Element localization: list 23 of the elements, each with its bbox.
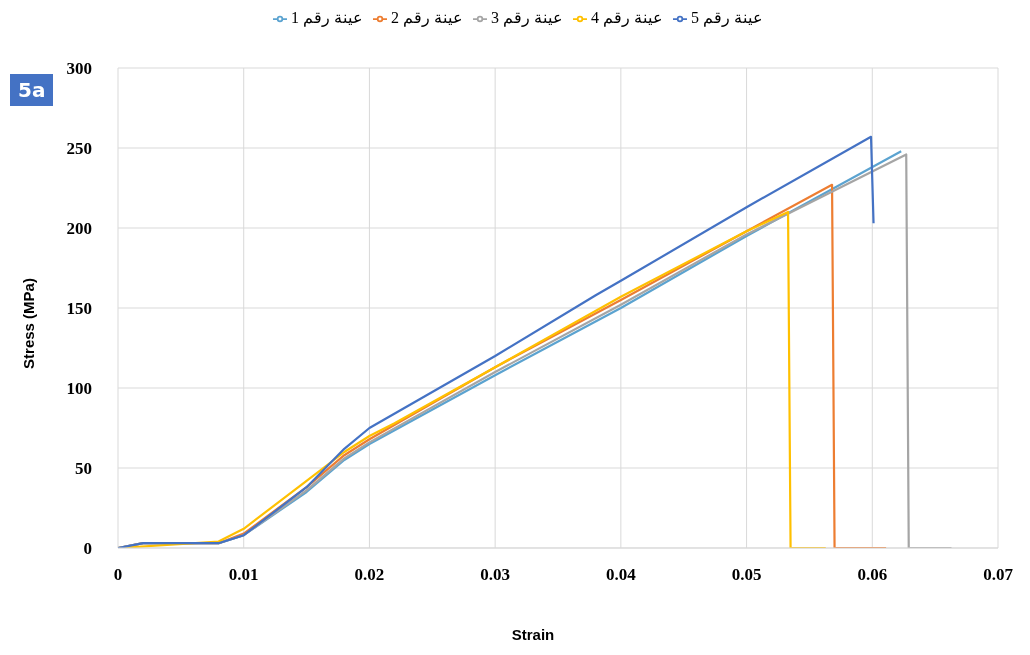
legend-label: عينة رقم 2 — [391, 9, 463, 26]
x-tick-label: 0.07 — [983, 565, 1014, 585]
x-tick-label: 0.06 — [857, 565, 888, 585]
legend-label: عينة رقم 5 — [691, 9, 763, 26]
y-tick-label: 300 — [66, 59, 92, 79]
x-tick-label: 0 — [113, 565, 123, 585]
x-tick-label: 0.02 — [354, 565, 385, 585]
y-tick-label: 0 — [83, 539, 92, 559]
x-tick-label: 0.03 — [480, 565, 511, 585]
text: 5a — [10, 74, 54, 106]
y-tick-label: 200 — [66, 219, 92, 239]
y-axis-title: Stress (MPa) — [19, 277, 37, 369]
x-tick-label: 0.04 — [605, 565, 637, 585]
y-tick-label: 50 — [75, 459, 92, 479]
y-tick-label: 250 — [66, 139, 92, 159]
legend-label: عينة رقم 4 — [591, 9, 663, 26]
x-tick-label: 0.01 — [228, 565, 259, 585]
legend-label: عينة رقم 1 — [291, 9, 363, 26]
y-tick-label: 100 — [66, 379, 92, 399]
legend-label: عينة رقم 3 — [491, 9, 563, 26]
x-tick-label: 0.05 — [731, 565, 762, 585]
y-tick-label: 150 — [66, 299, 92, 319]
x-axis-title: Strain — [510, 626, 556, 643]
